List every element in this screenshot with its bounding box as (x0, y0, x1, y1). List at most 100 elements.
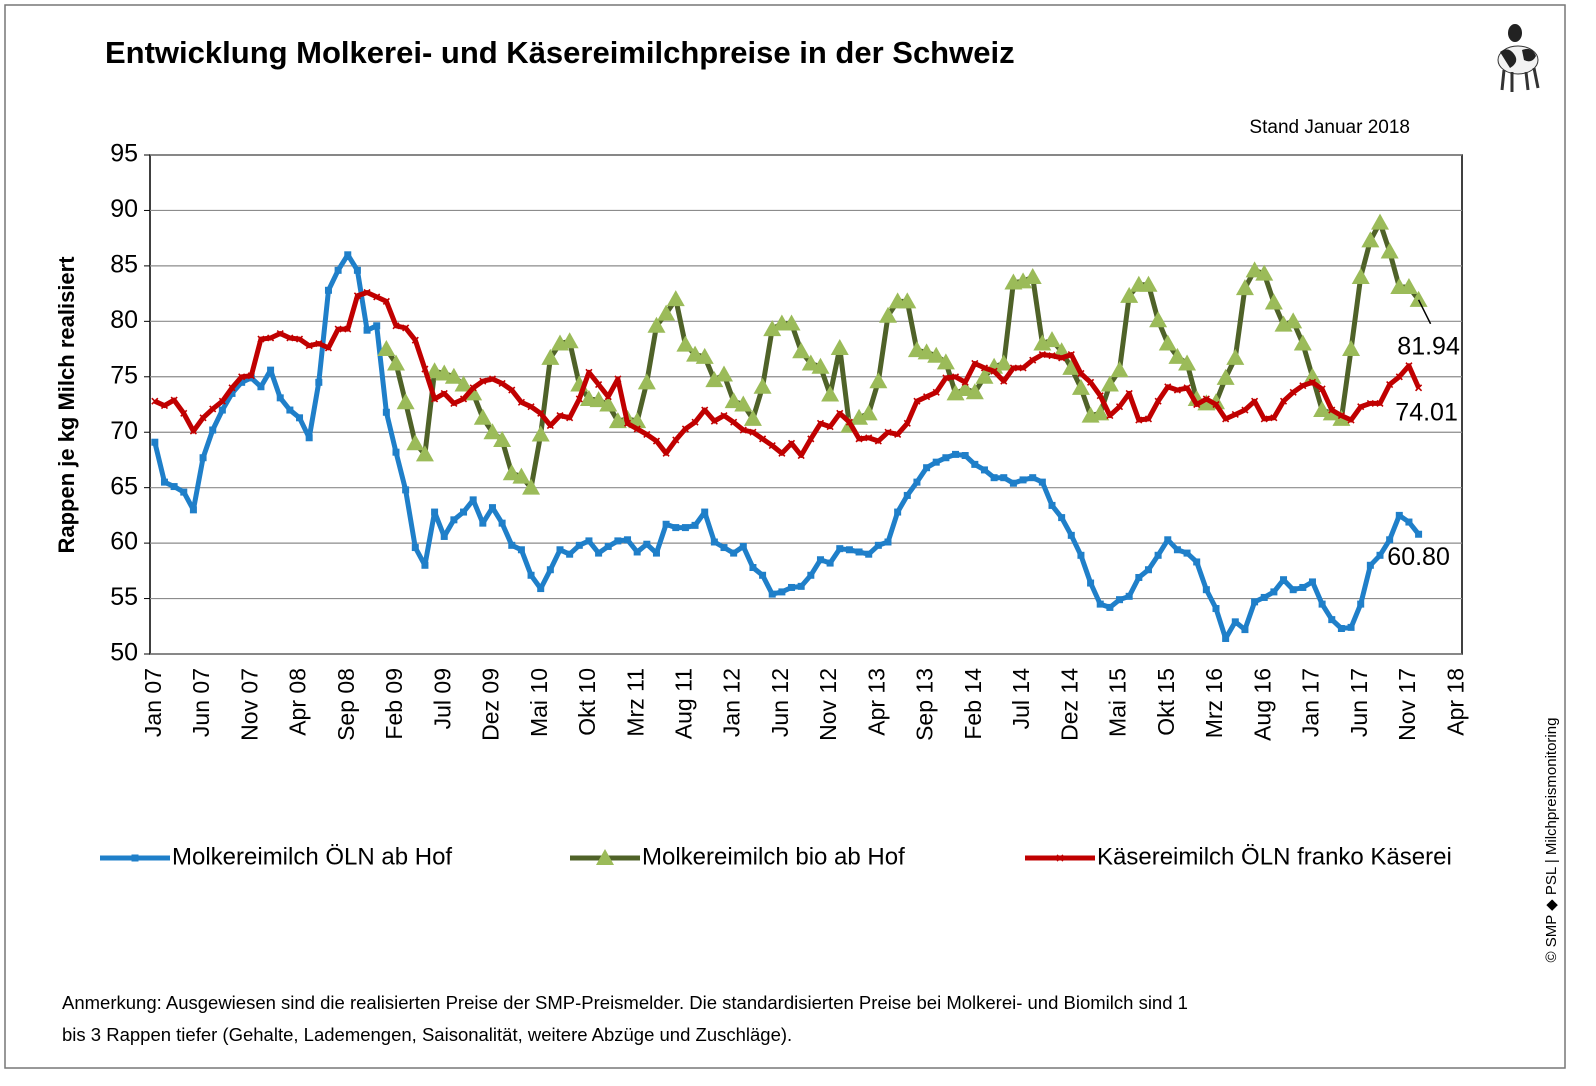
x-tick-label: Mai 10 (526, 668, 552, 737)
data-point (1184, 550, 1191, 557)
y-tick-label: 80 (110, 306, 138, 334)
data-point (364, 327, 371, 334)
data-point (1222, 635, 1229, 642)
data-point (219, 407, 226, 414)
data-point (479, 520, 486, 527)
data-point (759, 572, 766, 579)
data-point (836, 545, 843, 552)
data-point (277, 394, 284, 401)
data-point (1415, 531, 1422, 538)
data-point (499, 520, 506, 527)
data-point (971, 461, 978, 468)
data-point (1174, 546, 1181, 553)
chart-subtitle: Stand Januar 2018 (1249, 117, 1410, 138)
data-label: 74.01 (1395, 398, 1458, 426)
x-tick-label: Nov 12 (815, 668, 841, 741)
x-tick-label: Aug 11 (670, 668, 696, 739)
data-point (209, 427, 216, 434)
x-tick-label: Sep 13 (912, 668, 938, 741)
x-tick-label: Mai 15 (1105, 668, 1131, 737)
data-point (1357, 601, 1364, 608)
data-point (325, 287, 332, 294)
data-point (605, 543, 612, 550)
data-point (1299, 584, 1306, 591)
data-point (875, 542, 882, 549)
y-tick-label: 50 (110, 639, 138, 667)
x-tick-label: Sep 08 (333, 668, 359, 741)
legend-label: Käsereimilch ÖLN franko Käserei (1097, 843, 1452, 870)
data-point (952, 451, 959, 458)
x-tick-label: Okt 10 (574, 668, 600, 736)
y-tick-label: 55 (110, 583, 138, 611)
data-point (1290, 586, 1297, 593)
data-point (1029, 474, 1036, 481)
y-tick-label: 90 (110, 195, 138, 223)
data-point (1058, 514, 1065, 521)
data-point (711, 539, 718, 546)
data-point (489, 504, 496, 511)
data-label: 60.80 (1387, 543, 1450, 571)
y-tick-label: 95 (110, 140, 138, 168)
data-point (315, 379, 322, 386)
x-tick-label: Jun 12 (767, 668, 793, 737)
data-point (643, 541, 650, 548)
data-point (132, 855, 139, 862)
data-point (537, 585, 544, 592)
data-point (1213, 605, 1220, 612)
data-point (817, 556, 824, 563)
y-axis-label: Rappen je kg Milch realisiert (54, 256, 79, 554)
data-point (653, 550, 660, 557)
frame (5, 5, 1565, 1068)
data-point (1280, 576, 1287, 583)
data-point (566, 551, 573, 558)
data-point (624, 536, 631, 543)
data-point (740, 543, 747, 550)
data-point (547, 566, 554, 573)
data-point (1135, 574, 1142, 581)
data-point (373, 322, 380, 329)
data-point (421, 562, 428, 569)
data-point (190, 506, 197, 513)
data-point (991, 474, 998, 481)
data-point (1087, 580, 1094, 587)
legend-label: Molkereimilch bio ab Hof (642, 843, 905, 870)
data-point (1348, 624, 1355, 631)
data-point (1077, 552, 1084, 559)
data-point (470, 496, 477, 503)
data-point (576, 542, 583, 549)
x-tick-label: Feb 14 (960, 668, 986, 740)
y-tick-label: 85 (110, 250, 138, 278)
y-tick-label: 60 (110, 528, 138, 556)
data-point (730, 550, 737, 557)
x-tick-label: Nov 07 (236, 668, 262, 741)
x-tick-label: Dez 09 (478, 668, 504, 741)
data-point (296, 414, 303, 421)
data-point (161, 479, 168, 486)
x-tick-label: Apr 18 (1442, 668, 1468, 736)
data-point (1338, 625, 1345, 632)
data-point (1203, 586, 1210, 593)
data-point (557, 546, 564, 553)
data-point (634, 548, 641, 555)
data-point (1261, 594, 1268, 601)
data-point (286, 407, 293, 414)
data-point (1068, 532, 1075, 539)
data-point (383, 409, 390, 416)
data-point (1405, 519, 1412, 526)
data-point (1020, 476, 1027, 483)
data-point (200, 454, 207, 461)
y-tick-label: 75 (110, 361, 138, 389)
x-tick-label: Aug 16 (1249, 668, 1275, 741)
data-point (431, 509, 438, 516)
data-point (1232, 618, 1239, 625)
data-label: 81.94 (1397, 332, 1460, 360)
data-point (1270, 588, 1277, 595)
x-tick-label: Okt 15 (1153, 668, 1179, 736)
data-point (171, 483, 178, 490)
data-point (306, 434, 313, 441)
chart: Entwicklung Molkerei- und Käsereimilchpr… (0, 0, 1596, 1086)
legend-label: Molkereimilch ÖLN ab Hof (172, 843, 452, 870)
data-point (962, 452, 969, 459)
data-point (749, 564, 756, 571)
data-point (402, 486, 409, 493)
